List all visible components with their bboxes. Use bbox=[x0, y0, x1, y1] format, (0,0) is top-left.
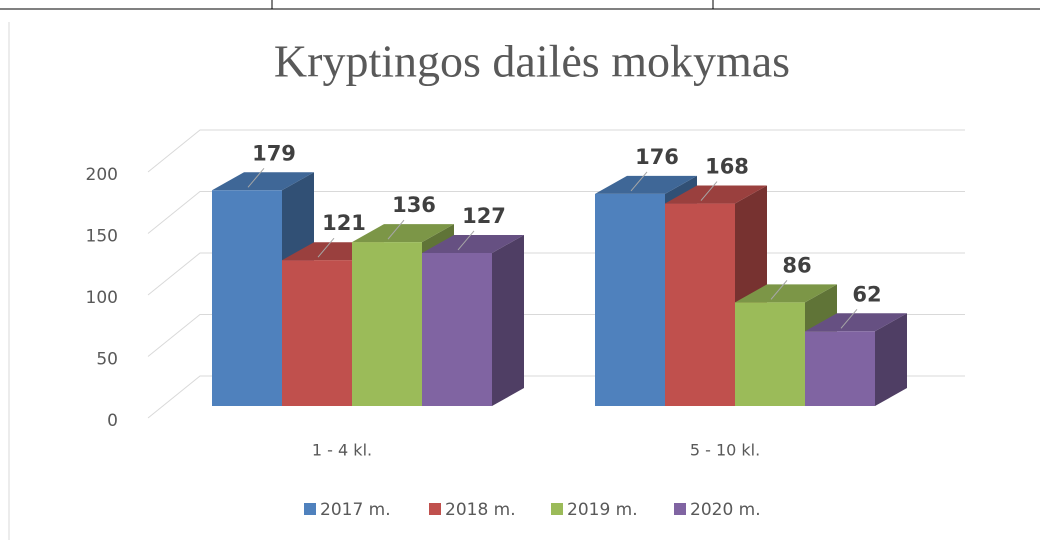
y-tick-label: 0 bbox=[107, 411, 118, 431]
data-label: 121 bbox=[322, 211, 366, 235]
bar-top bbox=[805, 313, 907, 332]
bar bbox=[595, 193, 665, 406]
data-label: 176 bbox=[635, 145, 679, 169]
leader-line bbox=[387, 219, 405, 240]
x-tick-label: 1 - 4 kl. bbox=[312, 441, 372, 460]
data-label: 86 bbox=[782, 253, 811, 277]
x-tick-label: 5 - 10 kl. bbox=[690, 441, 760, 460]
legend-label: 2017 m. bbox=[320, 500, 391, 520]
data-label: 136 bbox=[392, 193, 436, 217]
legend-swatch bbox=[674, 503, 686, 515]
bar bbox=[735, 302, 805, 406]
leader-line bbox=[317, 237, 335, 258]
legend-label: 2018 m. bbox=[445, 500, 516, 520]
leader-line bbox=[770, 280, 788, 300]
data-label: 127 bbox=[462, 204, 506, 228]
y-tick-label: 50 bbox=[96, 350, 118, 370]
bar-top bbox=[422, 234, 524, 253]
data-label: 62 bbox=[852, 282, 881, 306]
leader-line bbox=[247, 167, 265, 188]
bar bbox=[422, 252, 492, 406]
leader-line bbox=[700, 181, 718, 201]
y-tick-label: 100 bbox=[86, 288, 118, 308]
legend-swatch bbox=[429, 503, 441, 515]
bar-top bbox=[595, 175, 697, 194]
grid-line bbox=[147, 129, 965, 173]
leader-line bbox=[630, 171, 648, 192]
legend-label: 2019 m. bbox=[567, 500, 638, 520]
bar bbox=[665, 203, 735, 406]
bar-side bbox=[875, 313, 907, 406]
leader-line bbox=[840, 308, 858, 329]
bar bbox=[352, 242, 422, 406]
y-tick-label: 150 bbox=[86, 227, 118, 247]
legend-swatch bbox=[304, 503, 316, 515]
bar-top bbox=[212, 172, 314, 191]
bar bbox=[212, 190, 282, 406]
data-label: 179 bbox=[252, 141, 296, 165]
legend-label: 2020 m. bbox=[690, 500, 761, 520]
y-tick-label: 200 bbox=[86, 165, 118, 185]
bar-side bbox=[492, 234, 524, 406]
bar bbox=[282, 260, 352, 406]
chart-title: Kryptingos dailės mokymas bbox=[274, 36, 790, 87]
bar-top bbox=[735, 284, 837, 303]
legend-swatch bbox=[551, 503, 563, 515]
bar bbox=[805, 331, 875, 406]
bar-top bbox=[352, 224, 454, 243]
data-label: 168 bbox=[705, 155, 749, 179]
bar-top bbox=[665, 185, 767, 204]
leader-line bbox=[457, 230, 475, 251]
